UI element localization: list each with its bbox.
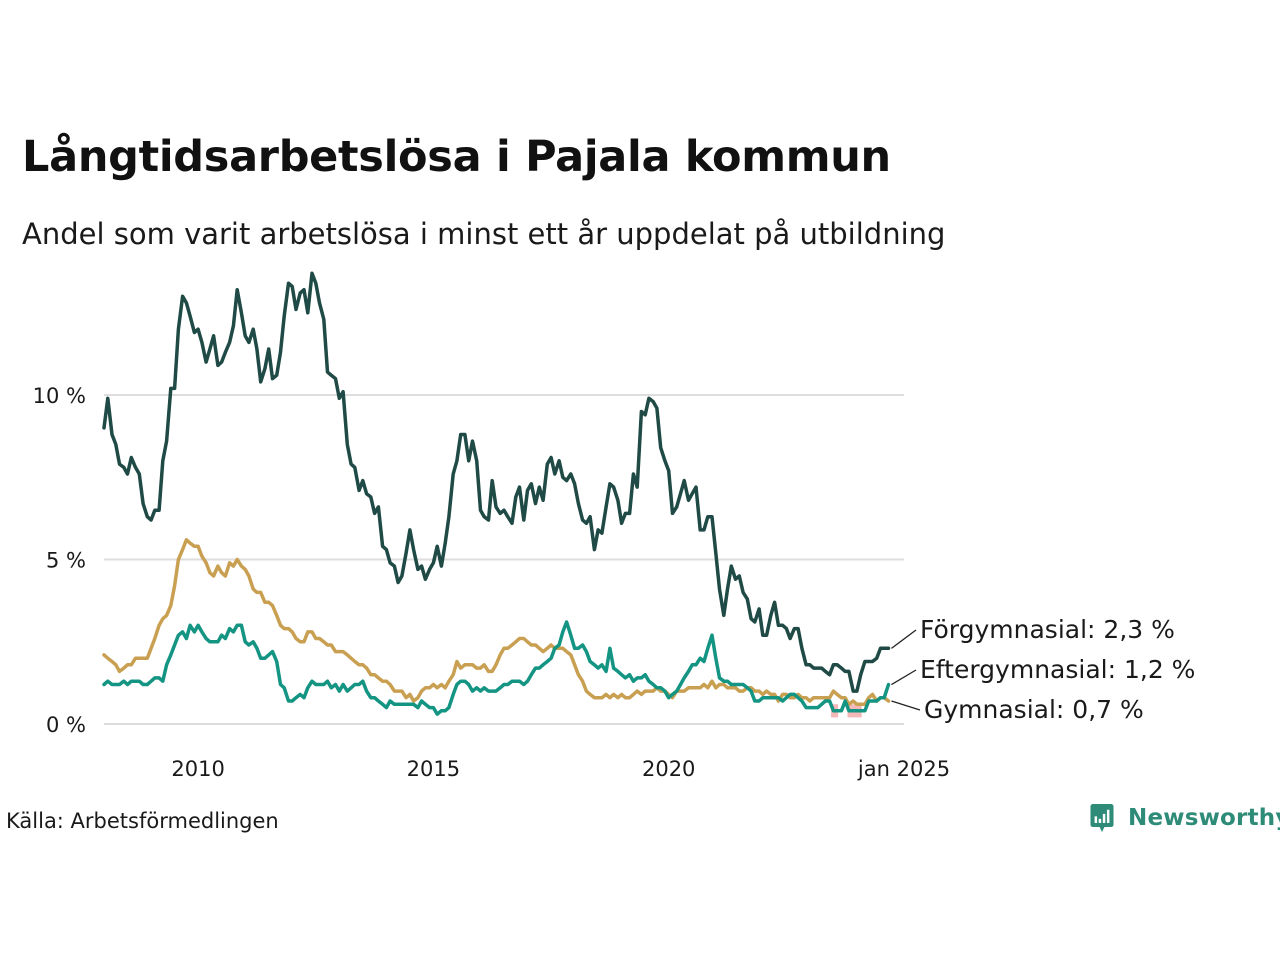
x-tick-label: 2010 [171, 757, 224, 781]
x-axis: 2010 2015 2020 jan 2025 [171, 757, 950, 781]
leader-line [891, 700, 921, 711]
leader-line [891, 669, 917, 686]
x-tick-label: 2020 [642, 757, 695, 781]
end-label-eftergymnasial: Eftergymnasial: 1,2 % [920, 655, 1195, 684]
gridlines [104, 394, 904, 725]
x-tick-label: jan 2025 [857, 757, 950, 781]
y-tick-label: 5 % [46, 549, 86, 573]
end-labels: Förgymnasial: 2,3 % Eftergymnasial: 1,2 %… [891, 615, 1195, 724]
brand-logo[interactable]: Newsworthy [1088, 804, 1280, 832]
newsworthy-logo-icon [1090, 804, 1114, 832]
series-lines [102, 271, 891, 716]
chart-subtitle: Andel som varit arbetslösa i minst ett å… [22, 217, 946, 251]
end-label-gymnasial: Gymnasial: 0,7 % [924, 695, 1144, 724]
leader-line [891, 629, 917, 649]
chart-title: Långtidsarbetslösa i Pajala kommun [22, 132, 891, 182]
series-line-gymnasial [102, 538, 891, 707]
x-tick-label: 2015 [407, 757, 460, 781]
y-tick-label: 10 % [33, 384, 86, 408]
y-tick-label: 0 % [46, 713, 86, 737]
end-label-forgymnasial: Förgymnasial: 2,3 % [920, 615, 1175, 644]
series-line-forgymnasial [102, 271, 891, 693]
source-note: Källa: Arbetsförmedlingen [6, 809, 279, 833]
series-line-eftergymnasial [102, 620, 891, 716]
y-axis: 0 % 5 % 10 % [33, 384, 86, 737]
brand-name: Newsworthy [1128, 805, 1280, 831]
